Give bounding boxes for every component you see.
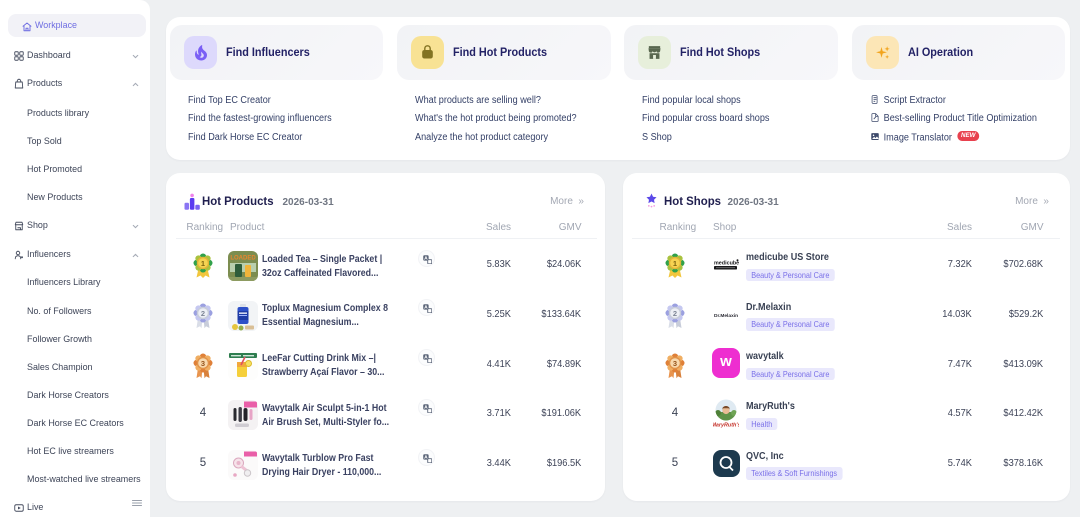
svg-text:2: 2 (201, 309, 205, 318)
svg-text:3: 3 (673, 358, 677, 367)
svg-text:1: 1 (673, 259, 677, 268)
svg-text:medicube: medicube (714, 261, 739, 267)
svg-text:Dr.Melaxin: Dr.Melaxin (714, 313, 738, 319)
svg-text:MaryRuth's: MaryRuth's (713, 423, 739, 429)
svg-text:3: 3 (201, 358, 205, 367)
svg-text:LOADED: LOADED (230, 256, 256, 262)
svg-text:1: 1 (201, 259, 205, 268)
svg-text:2: 2 (673, 309, 677, 318)
